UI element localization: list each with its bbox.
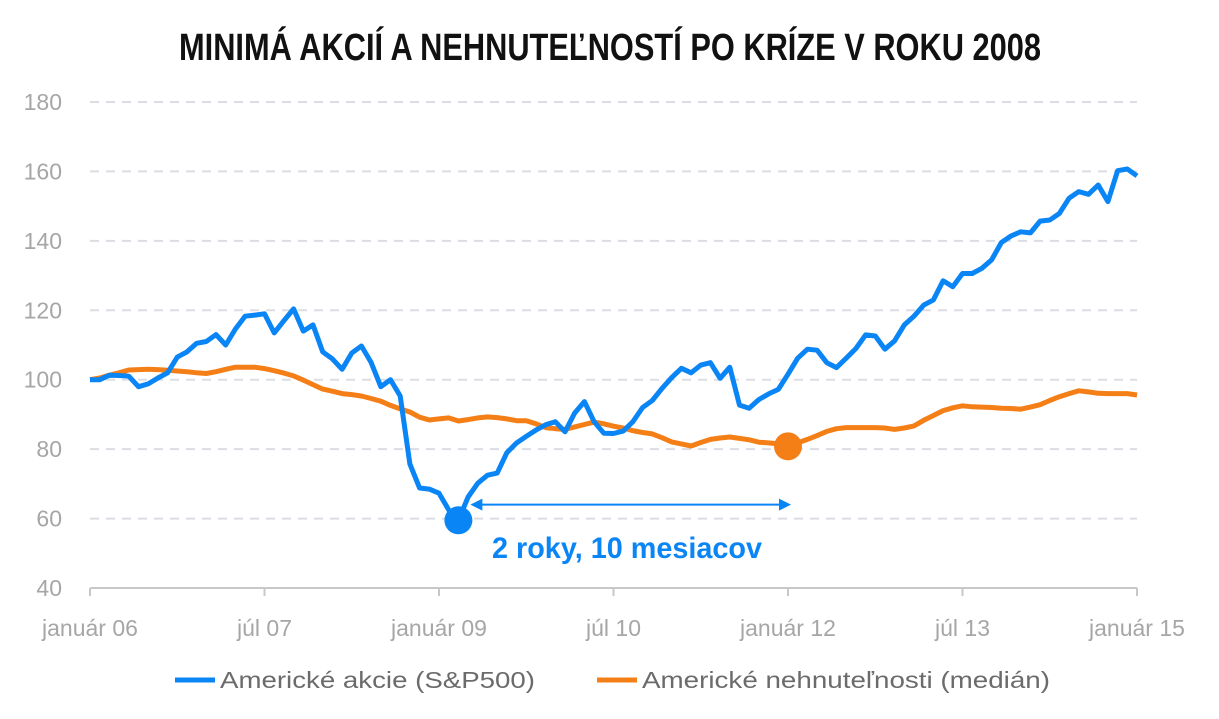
x-tick-label: júl 10 — [585, 615, 641, 641]
y-tick-label: 100 — [24, 367, 62, 393]
y-tick-label: 80 — [36, 436, 62, 462]
arrow-head-right — [779, 498, 791, 511]
y-axis: 40 60 80 100 120 140 160 180 — [24, 89, 62, 601]
legend-item-stocks: Americké akcie (S&P500) — [175, 667, 535, 693]
x-tick-label: január 06 — [41, 615, 138, 641]
x-tick-label: január 09 — [390, 615, 487, 641]
stock-minimum-marker — [444, 506, 473, 535]
y-tick-label: 140 — [24, 228, 62, 254]
y-tick-label: 120 — [24, 297, 62, 323]
x-tick-label: júl 07 — [236, 615, 292, 641]
y-tick-label: 160 — [24, 158, 62, 184]
y-tick-label: 180 — [24, 89, 62, 115]
x-tick-label: január 12 — [739, 615, 836, 641]
annotations: 2 roky, 10 mesiacov — [444, 432, 802, 565]
legend: Americké akcie (S&P500) Americké nehnute… — [175, 667, 1050, 693]
real-estate-minimum-marker — [774, 432, 802, 461]
chart-title: MINIMÁ AKCIÍ A NEHNUTEĽNOSTÍ PO KRÍZE V … — [179, 25, 1041, 69]
x-tick-label: január 15 — [1088, 615, 1185, 641]
y-tick-label: 40 — [36, 575, 62, 601]
y-tick-label: 60 — [36, 506, 62, 532]
arrow-head-left — [470, 498, 483, 511]
legend-label-stocks: Americké akcie (S&P500) — [220, 667, 535, 693]
legend-label-real-estate: Americké nehnuteľnosti (medián) — [642, 667, 1050, 693]
series-lines — [89, 166, 1139, 523]
x-tick-label: júl 13 — [934, 615, 990, 641]
gridlines — [90, 101, 1137, 520]
duration-label: 2 roky, 10 mesiacov — [492, 532, 762, 565]
stocks-line — [90, 166, 1139, 523]
x-axis: január 06 júl 07 január 09 júl 10 január 12 j… — [41, 587, 1185, 641]
legend-item-real-estate: Americké nehnuteľnosti (medián) — [597, 667, 1050, 693]
real-estate-line — [89, 364, 1138, 449]
